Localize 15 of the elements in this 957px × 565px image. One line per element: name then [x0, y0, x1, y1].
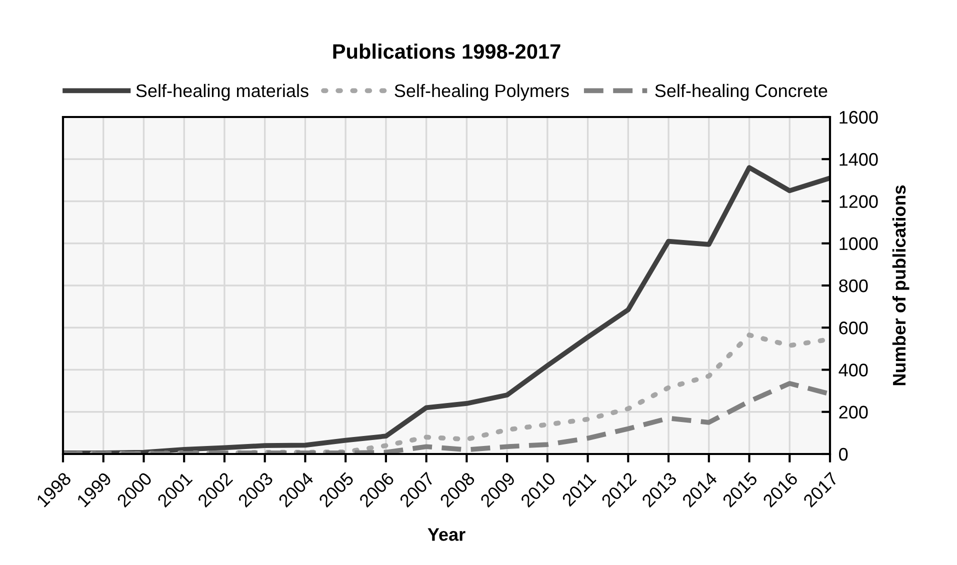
y-tick-label: 0	[839, 448, 848, 461]
legend-label: Self-healing materials	[136, 84, 308, 101]
y-tick-label: 200	[839, 406, 868, 419]
y-tick-label: 400	[838, 364, 868, 376]
y-tick-label: 1600	[840, 110, 878, 124]
y-axis-title: Number of publications	[892, 185, 910, 386]
legend-label: Self-healing Concrete	[655, 84, 828, 101]
y-tick-label: 1400	[840, 153, 878, 166]
y-tick-label: 1000	[840, 237, 878, 250]
x-axis-title: Year	[428, 528, 466, 541]
y-tick-label: 800	[839, 279, 868, 292]
legend-label: Self-healing Polymers	[394, 84, 569, 101]
chart-title: Publications 1998-2017	[333, 44, 560, 59]
y-tick-label: 600	[839, 322, 868, 334]
y-tick-label: 1200	[840, 195, 878, 208]
